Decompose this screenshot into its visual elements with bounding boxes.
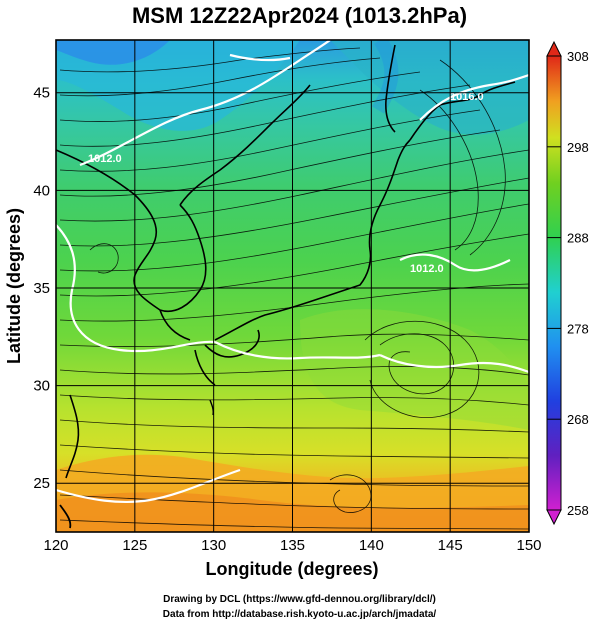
y-tick-label: 25 <box>33 475 50 492</box>
credit-drawing: Drawing by DCL (https://www.gfd-dennou.o… <box>163 594 436 605</box>
colorbar-scale <box>546 55 562 511</box>
y-axis-title: Latitude (degrees) <box>4 208 24 364</box>
x-tick-label: 145 <box>438 537 463 554</box>
y-tick-label: 35 <box>33 280 50 297</box>
colorbar-min-arrow <box>546 509 562 526</box>
wind-streamlines <box>59 47 529 530</box>
y-axis-ticks: 25 30 35 40 45 <box>33 85 50 492</box>
colorbar-ticks: 258 268 278 288 298 308 <box>547 49 589 518</box>
x-tick-label: 120 <box>43 537 68 554</box>
colorbar-max-arrow <box>546 40 562 57</box>
colorbar-tick-label: 258 <box>567 503 589 518</box>
x-axis-title: Longitude (degrees) <box>205 559 378 579</box>
colorbar-tick-label: 278 <box>567 321 589 336</box>
x-tick-label: 125 <box>122 537 147 554</box>
colorbar-tick-label: 268 <box>567 412 589 427</box>
colorbar: 258 268 278 288 298 308 <box>546 40 589 526</box>
x-tick-label: 135 <box>280 537 305 554</box>
y-tick-label: 45 <box>33 85 50 102</box>
colorbar-tick-label: 308 <box>567 49 589 64</box>
x-tick-label: 130 <box>201 537 226 554</box>
contour-label: 1012.0 <box>410 263 444 275</box>
y-tick-label: 40 <box>33 182 50 199</box>
plot-frame <box>55 39 530 533</box>
contour-label: 1016.0 <box>450 91 484 103</box>
x-axis-ticks: 120 125 130 135 140 145 150 <box>43 537 541 554</box>
credit-data-source: Data from http://database.rish.kyoto-u.a… <box>162 609 437 620</box>
y-tick-label: 30 <box>33 378 50 395</box>
x-tick-label: 150 <box>516 537 541 554</box>
colorbar-tick-label: 298 <box>567 140 589 155</box>
isobars <box>56 40 529 504</box>
coastlines <box>56 44 516 529</box>
x-tick-label: 140 <box>359 537 384 554</box>
lat-lon-grid <box>56 40 529 532</box>
contour-label: 1012.0 <box>88 153 122 165</box>
map-title: MSM 12Z22Apr2024 (1013.2hPa) <box>131 3 468 28</box>
colorbar-tick-label: 288 <box>567 231 589 246</box>
